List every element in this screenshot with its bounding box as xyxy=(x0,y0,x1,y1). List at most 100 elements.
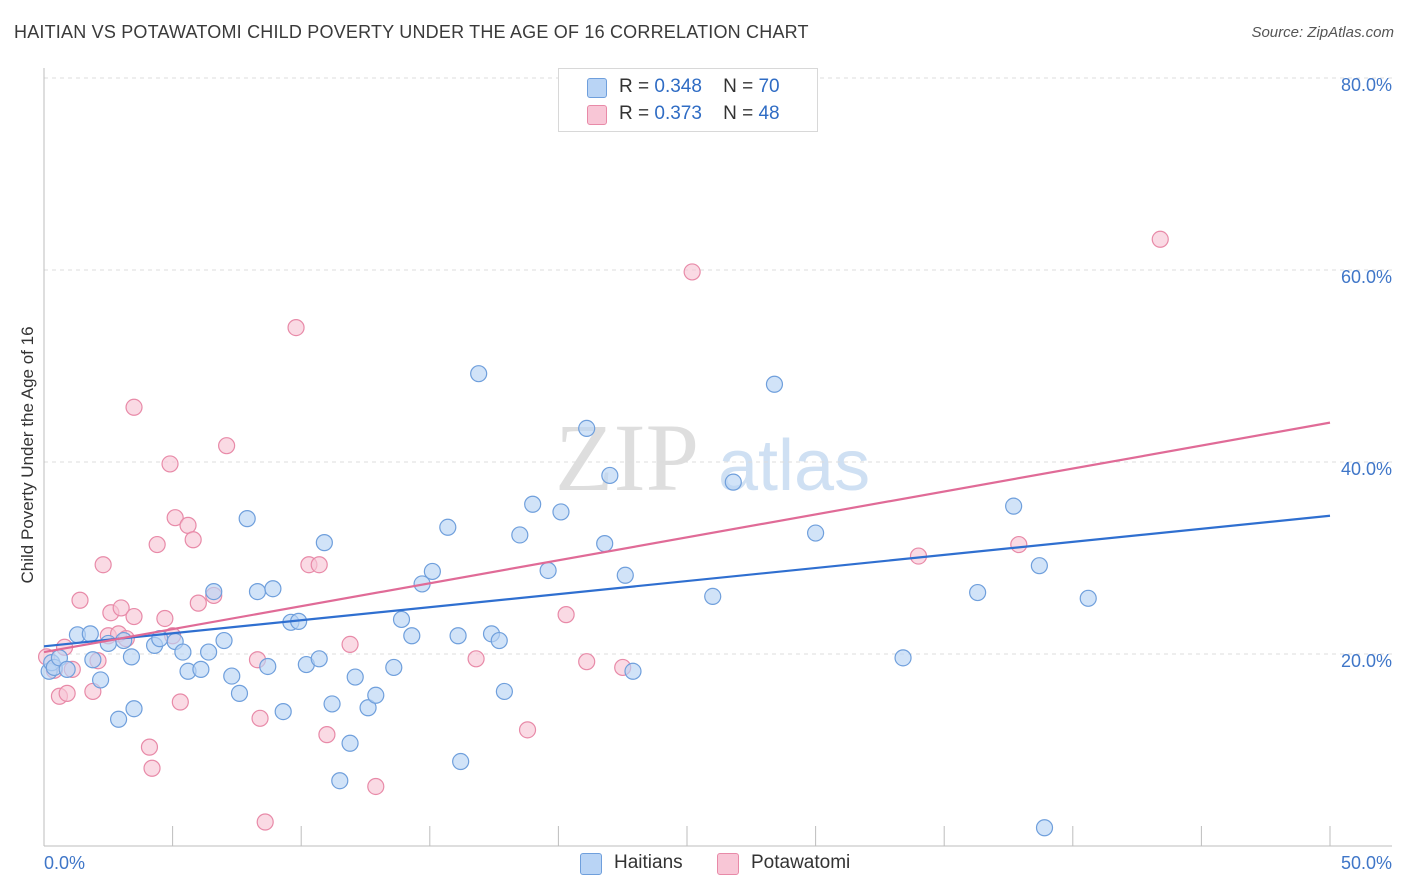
haitians-point xyxy=(230,684,249,702)
haitians-legend-label: Haitians xyxy=(614,852,683,873)
haitians-point xyxy=(310,650,328,668)
potawatomi-point xyxy=(71,591,89,609)
haitians-point xyxy=(331,772,349,790)
watermark-atlas: atlas xyxy=(718,426,870,506)
n-value: 70 xyxy=(758,76,780,97)
haitians-point xyxy=(58,660,76,678)
potawatomi-point xyxy=(518,721,537,739)
potawatomi-trend-line xyxy=(43,421,1331,654)
haitians-point xyxy=(174,643,192,661)
haitians-point xyxy=(264,580,282,598)
y-tick-label: 20.0% xyxy=(1341,651,1392,671)
potawatomi-point xyxy=(467,650,485,668)
potawatomi-point xyxy=(1010,535,1028,554)
haitians-point xyxy=(346,668,364,686)
haitians-point xyxy=(704,587,722,606)
haitians-legend-swatch xyxy=(580,853,602,875)
potawatomi-point xyxy=(171,693,189,711)
haitians-point xyxy=(1079,589,1097,607)
potawatomi-point xyxy=(156,609,174,628)
haitians-point xyxy=(122,648,141,666)
potawatomi-point xyxy=(166,509,184,527)
haitians-point xyxy=(624,662,642,680)
haitians-point xyxy=(439,518,457,536)
haitians-point xyxy=(109,710,128,728)
haitians-point xyxy=(259,657,277,676)
potawatomi-point xyxy=(578,653,596,671)
y-tick-label: 60.0% xyxy=(1341,267,1392,287)
haitians-point xyxy=(315,534,333,552)
potawatomi-point xyxy=(161,455,179,473)
haitians-point xyxy=(91,671,110,689)
potawatomi-point xyxy=(143,759,161,777)
haitians-point xyxy=(1030,557,1048,575)
haitians-point xyxy=(765,375,784,393)
haitians-point xyxy=(452,752,470,771)
haitians-point xyxy=(403,627,421,645)
potawatomi-point xyxy=(112,599,130,617)
haitians-point xyxy=(552,503,570,521)
haitians-point xyxy=(359,699,377,717)
haitians-point xyxy=(616,566,634,584)
stats-legend: R = 0.348 N = 70 R = 0.373 N = 48 xyxy=(558,68,818,132)
haitians-point xyxy=(495,682,513,701)
r-label: R = xyxy=(619,76,650,97)
haitians-point xyxy=(115,631,133,650)
y-tick-label: 80.0% xyxy=(1341,75,1392,95)
haitians-point xyxy=(238,510,256,528)
haitians-point xyxy=(205,582,223,601)
haitians-point xyxy=(323,695,341,713)
potawatomi-point xyxy=(148,535,166,554)
potawatomi-point xyxy=(1151,230,1169,248)
haitians-point xyxy=(423,562,441,581)
haitians-point xyxy=(969,583,987,602)
potawatomi-point xyxy=(341,635,359,654)
potawatomi-legend-label: Potawatomi xyxy=(751,852,851,873)
haitians-point xyxy=(81,625,99,643)
potawatomi-point xyxy=(125,398,143,416)
potawatomi-point xyxy=(189,594,207,612)
haitians-point xyxy=(385,658,403,677)
haitians-point xyxy=(125,700,143,718)
potawatomi-point xyxy=(140,738,159,756)
potawatomi-point xyxy=(125,607,143,626)
haitians-point xyxy=(200,643,218,661)
potawatomi-point xyxy=(557,606,575,624)
haitians-point xyxy=(601,466,619,485)
potawatomi-point xyxy=(367,777,385,796)
haitians-point xyxy=(274,702,292,721)
haitians-point xyxy=(724,473,742,491)
potawatomi-point xyxy=(310,556,328,574)
r-value: 0.348 xyxy=(654,76,702,97)
potawatomi-point xyxy=(318,726,336,744)
haitians-point xyxy=(524,495,542,513)
y-axis-label: Child Poverty Under the Age of 16 xyxy=(18,326,37,584)
haitians-point xyxy=(99,634,117,653)
r-value: 0.373 xyxy=(654,103,702,124)
haitians-point xyxy=(215,631,233,650)
haitians-point xyxy=(578,419,596,437)
haitians-point xyxy=(1005,497,1023,515)
haitians-point xyxy=(806,524,825,542)
haitians-point xyxy=(341,734,359,752)
haitians-point xyxy=(1035,819,1054,837)
x-tick-label-max: 50.0% xyxy=(1341,853,1392,873)
chart-title: HAITIAN VS POTAWATOMI CHILD POVERTY UNDE… xyxy=(14,22,809,42)
potawatomi-point xyxy=(218,437,236,455)
potawatomi-point xyxy=(184,531,202,549)
n-value: 48 xyxy=(758,103,780,124)
haitians-point xyxy=(449,627,467,645)
r-label: R = xyxy=(619,103,650,124)
potawatomi-swatch xyxy=(587,105,607,125)
haitians-point xyxy=(470,365,488,383)
potawatomi-legend-swatch xyxy=(717,853,739,875)
haitians-point xyxy=(392,610,411,629)
potawatomi-point xyxy=(251,709,269,727)
potawatomi-point xyxy=(94,556,112,574)
haitians-swatch xyxy=(587,78,607,98)
haitians-point xyxy=(223,667,241,685)
haitians-point xyxy=(248,582,267,601)
haitians-trend-line xyxy=(43,514,1331,648)
haitians-point xyxy=(539,561,557,580)
